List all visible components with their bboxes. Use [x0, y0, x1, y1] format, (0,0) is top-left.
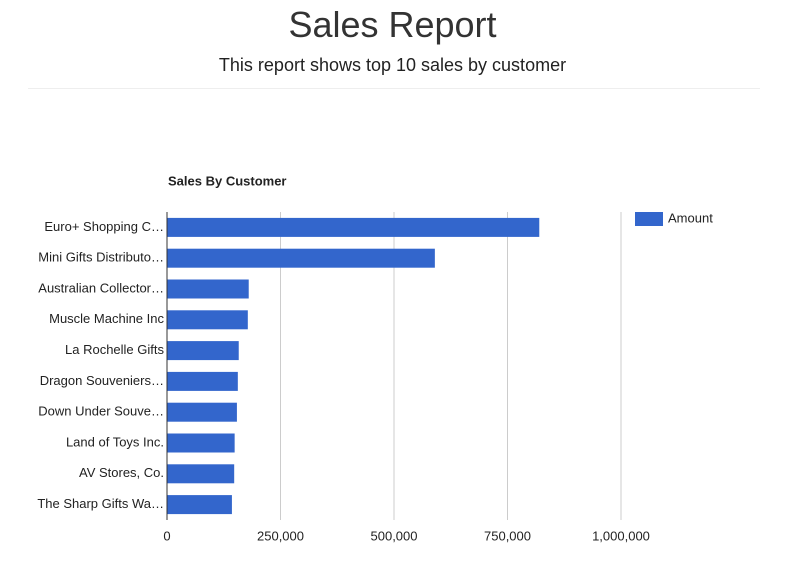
chart-title: Sales By Customer — [168, 173, 287, 188]
bar — [167, 464, 235, 484]
y-tick-label: AV Stores, Co. — [79, 465, 164, 480]
bar — [167, 402, 237, 422]
y-tick-label: Australian Collector… — [38, 280, 164, 295]
legend-label: Amount — [668, 210, 713, 225]
y-tick-label: Mini Gifts Distributo… — [38, 250, 164, 265]
x-tick-label: 0 — [163, 528, 170, 543]
legend-swatch — [635, 212, 663, 226]
x-tick-label: 500,000 — [371, 528, 418, 543]
bar — [167, 248, 435, 268]
bar — [167, 279, 249, 299]
bar — [167, 495, 232, 515]
y-tick-label: La Rochelle Gifts — [65, 342, 164, 357]
y-tick-label: Down Under Souve… — [38, 404, 164, 419]
bar — [167, 341, 239, 361]
bar — [167, 371, 238, 391]
bar — [167, 217, 540, 237]
page-subtitle: This report shows top 10 sales by custom… — [218, 55, 567, 75]
y-tick-label: Muscle Machine Inc — [49, 311, 164, 326]
y-tick-label: Land of Toys Inc. — [66, 434, 164, 449]
x-tick-label: 750,000 — [484, 528, 531, 543]
y-tick-label: The Sharp Gifts Wa… — [37, 496, 164, 511]
divider — [28, 88, 760, 89]
y-tick-label: Dragon Souveniers… — [40, 373, 164, 388]
bar — [167, 433, 235, 453]
page-title: Sales Report — [288, 4, 497, 45]
y-tick-label: Euro+ Shopping C… — [44, 219, 164, 234]
x-tick-label: 1,000,000 — [592, 528, 650, 543]
bar — [167, 310, 248, 330]
x-tick-label: 250,000 — [257, 528, 304, 543]
